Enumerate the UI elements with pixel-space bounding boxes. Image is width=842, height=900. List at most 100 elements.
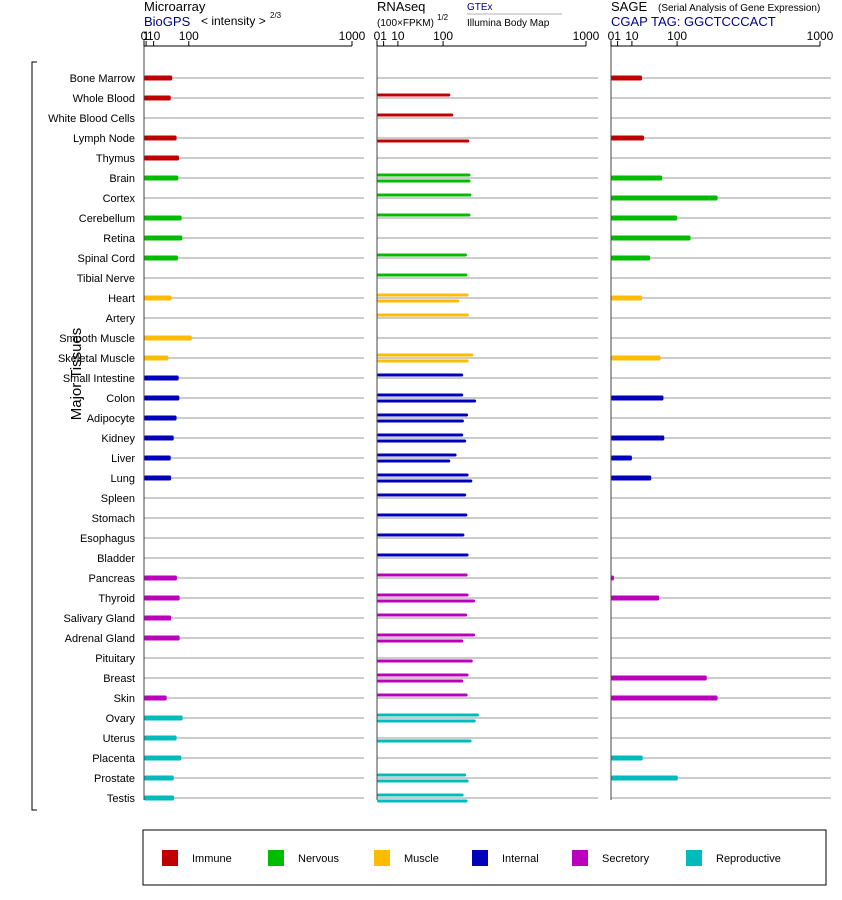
x-tick-label: 100 (179, 29, 199, 43)
legend: Immune Nervous Muscle Internal Secretory Repr… (142, 829, 827, 886)
sage-bar (611, 295, 642, 301)
sage-bar (611, 675, 707, 681)
x-tick-label: 100 (667, 29, 687, 43)
rnaseq-gtex-bar (377, 313, 469, 317)
legend-swatch-muscle (374, 850, 390, 866)
rnaseq-ibm-bar (377, 599, 476, 603)
rnaseq-gtex-bar (377, 493, 467, 497)
rnaseq-ibm-bar (377, 139, 470, 143)
rnaseq-ibm-bar (377, 359, 469, 363)
y-axis-bracket: Major Tissues (31, 61, 85, 811)
tissue-label: Breast (103, 673, 135, 685)
microarray-bar (144, 295, 172, 301)
microarray-bar (144, 335, 192, 341)
microarray-bar (144, 695, 167, 701)
rnaseq-ibm-bar (377, 719, 476, 723)
rnaseq-gtex-bar (377, 93, 451, 97)
x-tick-label: 100 (433, 29, 453, 43)
rnaseq-gtex-bar (377, 413, 469, 417)
rnaseq-gtex-bar (377, 433, 464, 437)
tissue-label: Adrenal Gland (65, 633, 135, 645)
microarray-bar (144, 395, 180, 401)
tissue-label: Whole Blood (73, 93, 135, 105)
rnaseq-unit-exponent: 1/2 (437, 13, 449, 22)
microarray-bar (144, 355, 169, 361)
rnaseq-gtex-bar (377, 553, 469, 557)
tissue-label: Skeletal Muscle (58, 353, 135, 365)
tissue-label: Small Intestine (63, 373, 135, 385)
x-tick-label: 1000 (339, 29, 366, 43)
microarray-bar (144, 375, 179, 381)
rnaseq-ibm-bar (377, 419, 464, 423)
legend-label-secretory: Secretory (602, 853, 650, 865)
microarray-bar (144, 735, 177, 741)
rnaseq-unit: (100×FPKM) (377, 18, 434, 29)
rnaseq-ibm-bar (377, 779, 469, 783)
rnaseq-gtex-bar (377, 353, 474, 357)
microarray-bar (144, 595, 180, 601)
legend-items: Immune Nervous Muscle Internal Secretory Repr… (162, 850, 781, 866)
tissue-label: Pancreas (89, 573, 136, 585)
rnaseq-ibm-bar (377, 679, 464, 683)
sage-bar (611, 195, 718, 201)
sage-bar (611, 435, 665, 441)
legend-label-immune: Immune (192, 853, 232, 865)
tissue-label: Cortex (103, 193, 136, 205)
rnaseq-ibm-bar (377, 659, 473, 663)
tissue-label: Retina (103, 233, 136, 245)
illumina-source-label: Illumina Body Map (467, 18, 550, 29)
tissue-label: Testis (107, 793, 136, 805)
legend-label-reproductive: Reproductive (716, 853, 781, 865)
x-tick-label: 1 (380, 29, 387, 43)
tissue-label: Prostate (94, 773, 135, 785)
tissue-label: Ovary (106, 713, 136, 725)
rnaseq-gtex-bar (377, 573, 468, 577)
y-axis-bracket-line (31, 61, 37, 811)
legend-swatch-immune (162, 850, 178, 866)
tissue-label: Stomach (92, 513, 135, 525)
x-tick-label: 0 (141, 29, 148, 43)
tissue-labels: Bone Marrow Whole Blood White Blood Cells L… (48, 73, 136, 805)
tissue-label: Spinal Cord (78, 253, 135, 265)
x-tick-label: 1000 (573, 29, 600, 43)
sage-bar (611, 575, 614, 581)
microarray-header: Microarray BioGPS < intensity > 2/3 (144, 0, 282, 29)
legend-swatch-internal (472, 850, 488, 866)
rnaseq-ibm-bar (377, 479, 473, 483)
x-tick-label: 1 (143, 29, 150, 43)
microarray-bar (144, 775, 174, 781)
microarray-bar (144, 95, 171, 101)
rnaseq-gtex-bar (377, 613, 468, 617)
rnaseq-gtex-bar (377, 213, 471, 217)
tissue-label: Skin (114, 693, 135, 705)
microarray-bar (144, 415, 177, 421)
tissue-label: Artery (106, 313, 136, 325)
rnaseq-ibm-bar (377, 179, 471, 183)
grid-layer (144, 77, 831, 799)
rnaseq-gtex-bar (377, 593, 469, 597)
rnaseq-gtex-bar (377, 533, 465, 537)
rnaseq-ibm-bar (377, 639, 464, 643)
microarray-bar (144, 615, 172, 621)
sage-title: SAGE (611, 0, 647, 14)
tissue-label: Spleen (101, 493, 135, 505)
microarray-bar (144, 75, 173, 81)
tissue-label: Brain (109, 173, 135, 185)
microarray-bar (144, 455, 171, 461)
legend-swatch-reproductive (686, 850, 702, 866)
tissue-label: White Blood Cells (48, 113, 135, 125)
x-tick-label: 1 (614, 29, 621, 43)
tissue-label: Pituitary (95, 653, 135, 665)
sage-bar (611, 775, 678, 781)
microarray-title: Microarray (144, 0, 206, 14)
sage-bar (611, 235, 691, 241)
sage-tag: CGAP TAG: GGCTCCCACT (611, 14, 776, 29)
legend-label-muscle: Muscle (404, 853, 439, 865)
sage-bar (611, 595, 660, 601)
tissue-label: Thymus (96, 153, 136, 165)
rnaseq-ibm-bar (377, 439, 467, 443)
rnaseq-gtex-bar (377, 113, 454, 117)
microarray-source: BioGPS (144, 14, 191, 29)
tissue-label: Cerebellum (79, 213, 135, 225)
x-tick-label: 0 (608, 29, 615, 43)
